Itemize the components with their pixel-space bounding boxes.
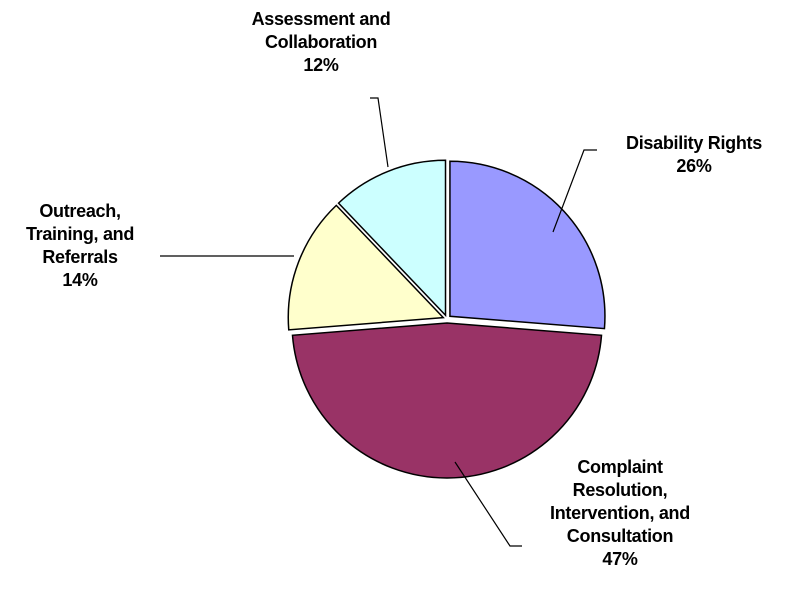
leader-line (552, 149, 597, 233)
pie-slice (337, 159, 447, 318)
category-label: Disability Rights (626, 133, 762, 153)
slices (287, 159, 606, 479)
pie-slice (287, 204, 445, 331)
pie-slice (291, 322, 603, 479)
category-label: Assessment and Collaboration (251, 9, 391, 52)
value-label: 47% (602, 549, 638, 569)
slice-label: Disability Rights 26% (594, 132, 793, 178)
leader-line (370, 97, 389, 168)
category-label: Complaint Resolution, Intervention, and … (550, 457, 690, 546)
slice-label: Outreach, Training, and Referrals 14% (5, 200, 155, 292)
pie-slice (449, 160, 606, 330)
value-label: 26% (676, 156, 712, 176)
value-label: 14% (62, 270, 98, 290)
leader-line (454, 461, 522, 547)
category-label: Outreach, Training, and Referrals (25, 201, 135, 267)
slice-label: Complaint Resolution, Intervention, and … (530, 456, 710, 571)
slice-label: Assessment and Collaboration 12% (243, 8, 399, 77)
value-label: 12% (303, 55, 339, 75)
